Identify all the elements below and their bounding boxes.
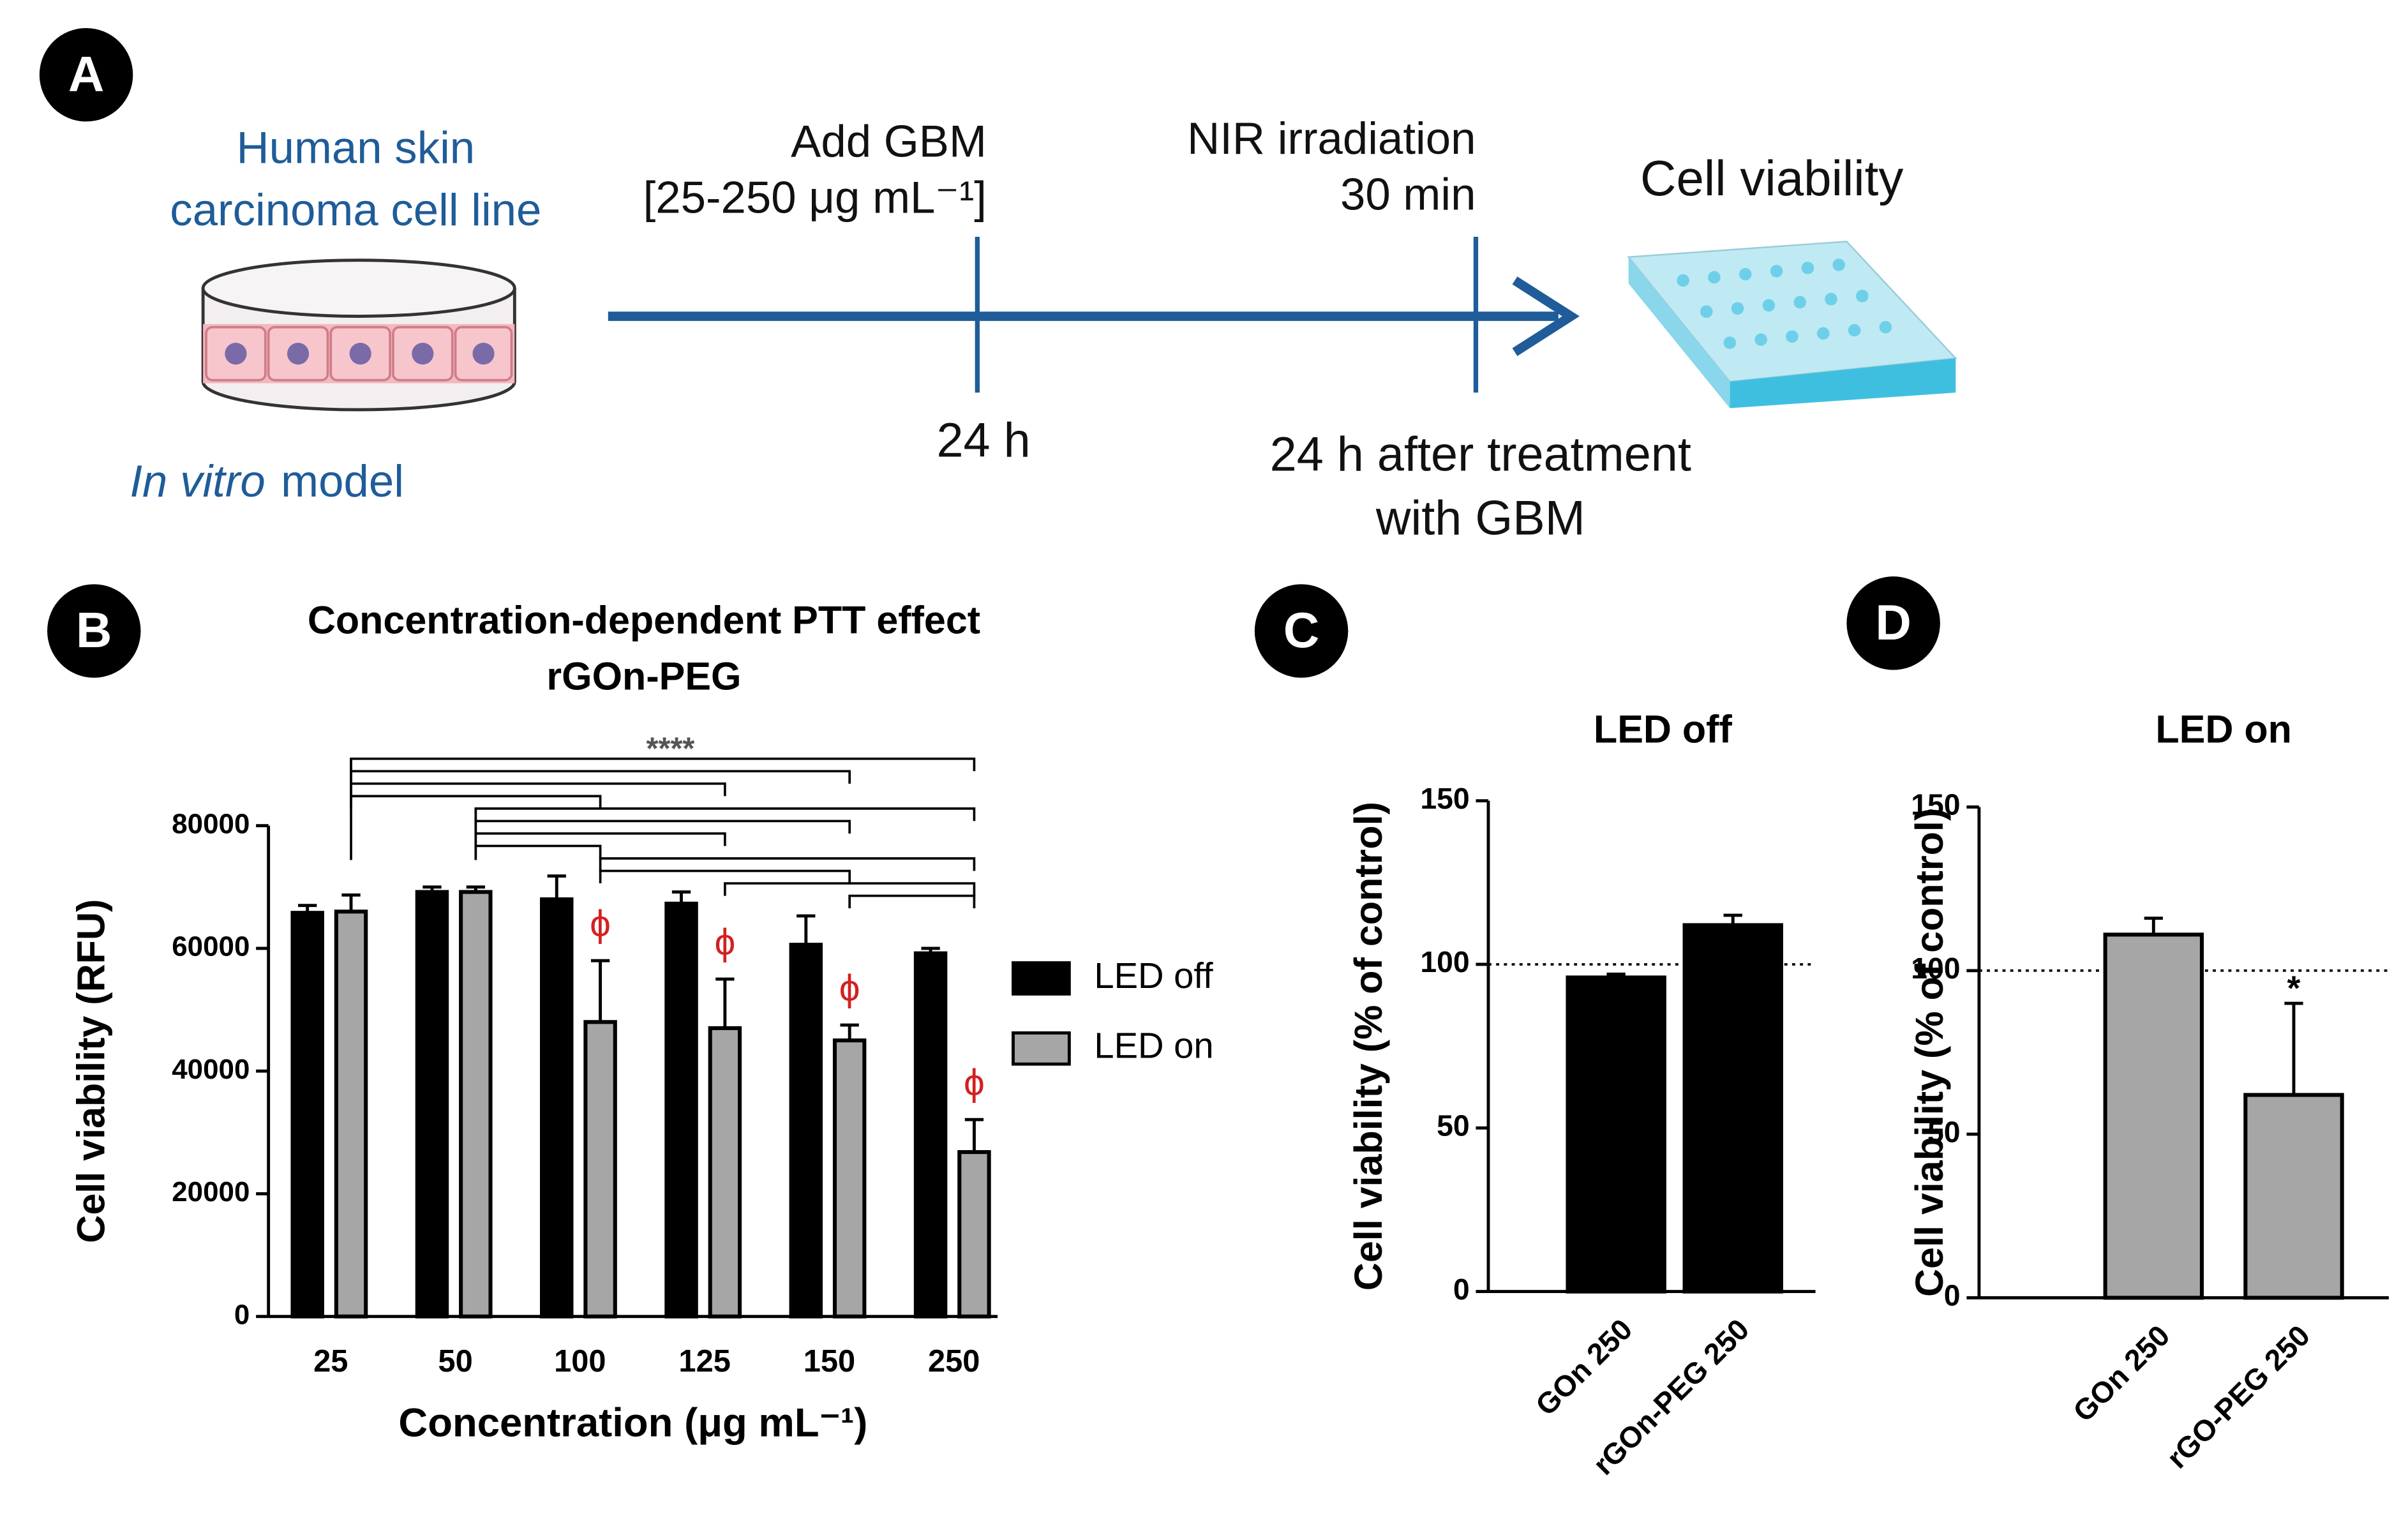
panel-badge [39, 27, 133, 122]
significance-bracket [599, 869, 851, 884]
readout-label: Cell viability [1640, 150, 1903, 206]
bar [708, 1026, 742, 1319]
significance-bracket [724, 882, 976, 896]
x-tick-label: 100 [554, 1344, 606, 1379]
chart-title: Concentration-dependent PTT effect [308, 599, 980, 642]
chart-title: LED off [1594, 707, 1733, 751]
y-tick-label: 20000 [172, 1176, 250, 1208]
y-axis-label: Cell viability (% of control) [1908, 808, 1951, 1297]
y-axis-label: Cell viability (% of control) [1347, 802, 1390, 1291]
bar [789, 943, 823, 1319]
annotation: ϕ [839, 968, 860, 1009]
annotation: ϕ [964, 1062, 985, 1104]
annotation: * [2287, 969, 2301, 1008]
bar [664, 901, 698, 1319]
significance-bracket [474, 807, 976, 821]
y-tick-label: 50 [1927, 1115, 1961, 1148]
timeline [608, 237, 1580, 393]
bar [2103, 932, 2204, 1300]
legend-label: LED off [1094, 955, 1213, 996]
x-tick-label: rGO-PEG 250 [2160, 1319, 2316, 1474]
panel-letter: C [1283, 602, 1319, 658]
y-tick-label: 100 [1911, 952, 1960, 985]
bar [832, 1038, 867, 1319]
significance-bracket [474, 832, 726, 846]
bar [1682, 923, 1783, 1294]
time-label: 24 h [936, 414, 1030, 468]
chart-subtitle: rGOn-PEG [546, 654, 741, 698]
y-tick-label: 50 [1437, 1109, 1470, 1142]
cell-line: Human skin [237, 122, 475, 172]
bar [459, 890, 493, 1319]
y-tick-label: 100 [1420, 945, 1469, 978]
time-label: with GBM [1375, 491, 1585, 546]
y-axis-label: Cell viability (RFU) [69, 899, 112, 1243]
legend-swatch [1012, 961, 1071, 996]
panel-letter: D [1875, 594, 1911, 650]
significance-bracket [474, 819, 851, 834]
step-label: NIR irradiation [1187, 113, 1476, 163]
step-label: 30 min [1340, 169, 1476, 220]
x-tick-label: 150 [804, 1344, 855, 1379]
bar [957, 1150, 991, 1319]
y-tick-label: 40000 [172, 1054, 250, 1085]
x-tick-label: 250 [928, 1344, 980, 1379]
bar [583, 1020, 617, 1319]
bar [334, 909, 368, 1319]
step-label: [25-250 μg mL⁻¹] [643, 172, 987, 223]
y-tick-label: 0 [1453, 1273, 1470, 1306]
significance-bracket [350, 770, 851, 784]
bar [1566, 975, 1666, 1294]
chart-title: LED on [2155, 707, 2292, 751]
bar [290, 911, 324, 1319]
panel-letter: B [76, 602, 112, 658]
bar [540, 897, 574, 1319]
x-tick-label: 50 [438, 1344, 472, 1379]
significance-bracket [350, 795, 602, 809]
x-axis-label: Concentration (μg mL⁻¹) [398, 1400, 867, 1445]
x-tick-label: 125 [678, 1344, 730, 1379]
y-tick-label: 80000 [172, 808, 250, 839]
significance-bracket [350, 782, 726, 797]
model-italic: In vitro [130, 456, 265, 506]
cell-line: carcinoma cell line [170, 184, 541, 235]
significance-label: **** [646, 731, 694, 766]
bar [2243, 1093, 2344, 1300]
panel-badge [1254, 584, 1349, 678]
step-label: Add GBM [791, 116, 987, 167]
panel-letter: A [68, 46, 104, 102]
y-tick-label: 0 [234, 1299, 250, 1330]
annotation: ϕ [590, 903, 611, 945]
significance-bracket [474, 844, 602, 859]
significance-bracket [599, 857, 976, 871]
annotation: ϕ [714, 922, 735, 963]
x-tick-label: 25 [313, 1344, 348, 1379]
y-tick-label: 150 [1911, 788, 1960, 821]
legend-label: LED on [1094, 1026, 1213, 1066]
y-tick-label: 0 [1944, 1279, 1961, 1312]
time-label: 24 h after treatment [1270, 428, 1691, 482]
plate [1627, 241, 1957, 408]
x-tick-label: GOn 250 [2067, 1319, 2176, 1428]
y-tick-label: 150 [1420, 782, 1469, 815]
panel-badge [1846, 576, 1940, 670]
x-tick-label: GOn 250 [1529, 1312, 1639, 1422]
y-tick-label: 60000 [172, 931, 250, 962]
significance-bracket [848, 894, 976, 909]
legend-swatch [1012, 1031, 1071, 1066]
panel-badge [47, 584, 141, 678]
model-text: model [281, 456, 404, 506]
bar [913, 951, 948, 1319]
bar [415, 890, 449, 1319]
dish [201, 258, 516, 412]
